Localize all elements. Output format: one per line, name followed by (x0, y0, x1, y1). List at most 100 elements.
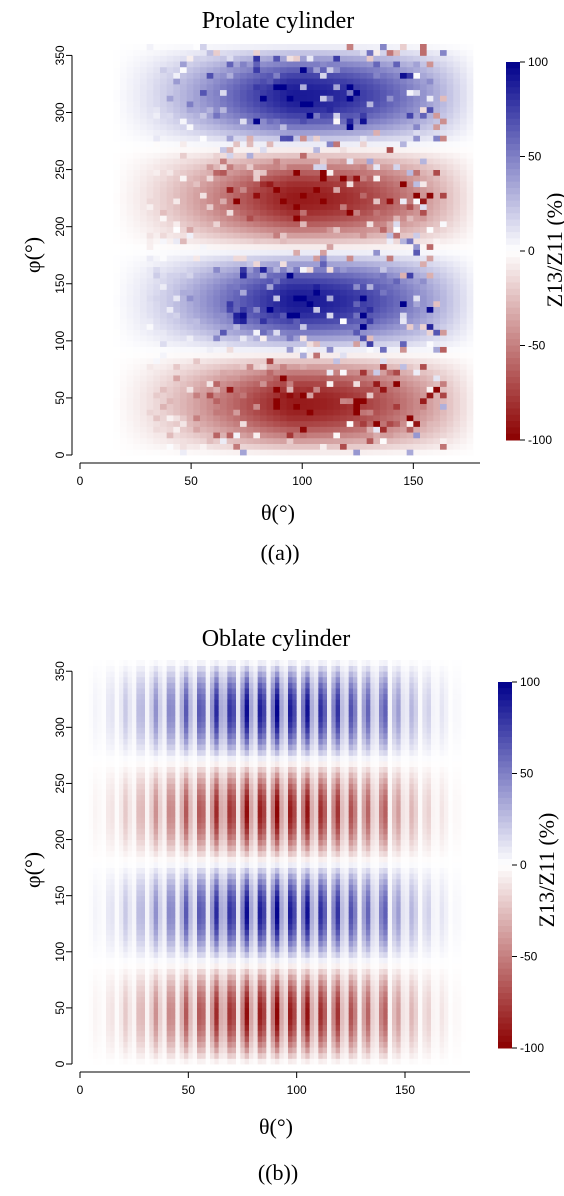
heatmap-cell (153, 95, 161, 102)
heatmap-cell (266, 209, 274, 216)
heatmap-cell (453, 272, 461, 279)
heatmap-cell (226, 306, 234, 313)
heatmap-cell (426, 118, 434, 125)
heatmap-cell (80, 985, 85, 992)
heatmap-cell (300, 426, 308, 433)
heatmap-cell (373, 209, 381, 216)
heatmap-cell (193, 78, 201, 85)
heatmap-cell (93, 95, 101, 102)
heatmap-cell (340, 260, 348, 268)
heatmap-cell (146, 329, 154, 336)
heatmap-cell (93, 1052, 98, 1059)
heatmap-cell (160, 443, 168, 450)
heatmap-cell (106, 1002, 111, 1009)
heatmap-cell (113, 278, 121, 285)
heatmap-cell (446, 141, 454, 148)
heatmap-cell (113, 380, 121, 387)
heatmap-cell (353, 249, 361, 256)
heatmap-cell (180, 192, 188, 199)
heatmap-cell (353, 380, 361, 387)
heatmap-cell (86, 432, 94, 439)
heatmap-cell (93, 794, 98, 801)
heatmap-cell (106, 744, 111, 751)
heatmap-cell (193, 420, 201, 427)
heatmap-cell (326, 146, 334, 153)
heatmap-cell (200, 432, 208, 439)
heatmap-cell (220, 55, 228, 62)
heatmap-cell (433, 163, 441, 170)
heatmap-cell (400, 415, 408, 422)
heatmap-cell (173, 181, 181, 188)
heatmap-cell (88, 890, 94, 897)
heatmap-cell (84, 811, 90, 818)
heatmap-cell (433, 306, 441, 313)
heatmap-cell (180, 66, 188, 73)
heatmap-cell (173, 363, 181, 370)
heatmap-cell (373, 443, 381, 450)
heatmap-cell (453, 300, 461, 307)
heatmap-cell (273, 192, 281, 199)
heatmap-cell (88, 963, 94, 970)
heatmap-cell (426, 329, 434, 336)
heatmap-cell (366, 437, 374, 444)
heatmap-cell (426, 163, 434, 170)
heatmap-cell (353, 323, 361, 330)
heatmap-cell (366, 215, 374, 222)
heatmap-cell (140, 432, 148, 439)
heatmap-cell (220, 278, 228, 285)
heatmap-cell (293, 83, 301, 91)
heatmap-cell (93, 1013, 98, 1020)
heatmap-cell (266, 312, 274, 319)
heatmap-cell (460, 158, 468, 165)
heatmap-cell (80, 243, 88, 250)
y-tick-label: 50 (53, 391, 67, 405)
heatmap-cell (453, 141, 461, 148)
heatmap-cell (286, 312, 294, 319)
heatmap-cell (353, 163, 361, 170)
heatmap-cell (326, 118, 334, 125)
heatmap-cell (80, 704, 85, 711)
heatmap-cell (193, 101, 201, 108)
heatmap-cell (400, 278, 408, 285)
heatmap-cell (473, 397, 481, 405)
heatmap-cell (406, 192, 414, 199)
heatmap-cell (133, 397, 141, 405)
heatmap-cell (166, 61, 174, 68)
heatmap-cell (426, 283, 434, 290)
heatmap-cell (313, 66, 321, 73)
heatmap-cell (406, 141, 414, 148)
heatmap-cell (133, 312, 141, 319)
heatmap-cell (101, 1041, 107, 1048)
heatmap-cell (140, 163, 148, 170)
heatmap-cell (93, 682, 98, 689)
heatmap-cell (266, 163, 274, 170)
heatmap-cell (406, 432, 414, 439)
heatmap-cell (440, 78, 448, 85)
heatmap-cell (193, 192, 201, 199)
heatmap-cell (213, 220, 221, 228)
heatmap-cell (93, 101, 101, 108)
heatmap-cell (113, 198, 121, 205)
heatmap-cell (333, 112, 341, 119)
heatmap-cell (153, 375, 161, 382)
heatmap-cell (193, 295, 201, 302)
heatmap-cell (366, 141, 374, 148)
heatmap-cell (433, 112, 441, 119)
heatmap-cell (86, 375, 94, 382)
heatmap-cell (273, 118, 281, 125)
heatmap-cell (473, 260, 481, 268)
heatmap-cell (101, 676, 107, 683)
colorbar-segment (506, 80, 520, 88)
heatmap-cell (380, 306, 388, 313)
heatmap-cell (353, 437, 361, 444)
heatmap-cell (246, 300, 254, 307)
heatmap-cell (97, 923, 103, 930)
heatmap-cell (460, 152, 468, 159)
heatmap-cell (133, 300, 141, 307)
heatmap-cell (246, 49, 254, 56)
heatmap-cell (220, 112, 228, 119)
heatmap-cell (200, 403, 208, 410)
heatmap-cell (353, 266, 361, 273)
heatmap-cell (413, 215, 421, 222)
heatmap-cell (306, 238, 314, 245)
